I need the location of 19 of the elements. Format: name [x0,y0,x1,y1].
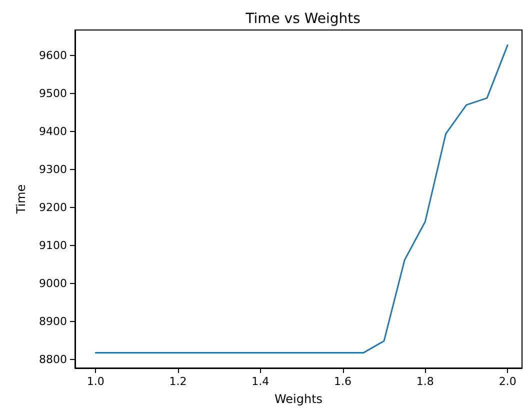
y-tick-label: 9500 [39,86,67,100]
y-tick-label: 9200 [39,201,67,214]
y-tick-label: 8800 [39,353,67,366]
y-axis-title: Time [14,184,28,215]
chart-title: Time vs Weights [244,11,360,27]
x-tick-label: 1.8 [416,375,434,388]
x-tick-label: 1.4 [252,375,270,388]
x-tick-label: 2.0 [498,375,516,388]
y-tick-label: 9400 [39,125,67,138]
y-tick-label: 9600 [39,48,67,62]
x-axis-title: Weights [274,392,323,406]
line-series [94,44,508,354]
x-tick-label: 1.0 [86,375,104,388]
y-tick-label: 9300 [39,163,67,176]
x-tick-label: 1.2 [169,375,187,388]
y-tick-label: 9000 [39,277,67,290]
x-tick-label: 1.6 [334,375,352,388]
y-tick-label: 9100 [39,239,67,252]
y-tick-label: 8900 [39,315,67,328]
